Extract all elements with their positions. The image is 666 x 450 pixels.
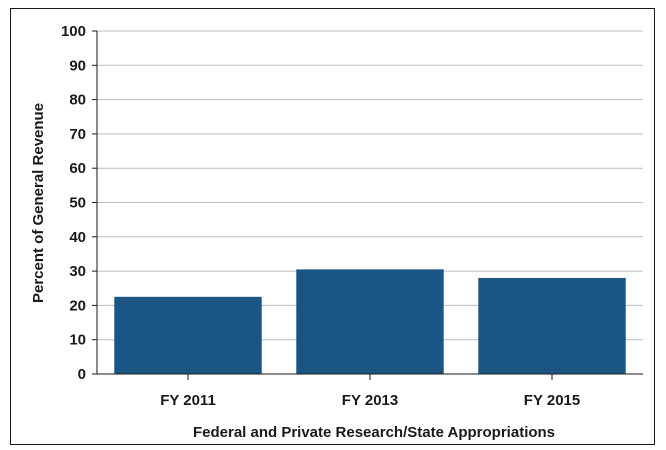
y-tick-label: 20 [69, 297, 86, 314]
y-tick-label: 80 [69, 92, 86, 109]
x-tick-labels: FY 2011 FY 2013 FY 2015 [160, 392, 580, 409]
x-tick-label: FY 2013 [342, 392, 398, 409]
y-tick-label: 40 [69, 229, 86, 246]
y-tick-label: 50 [69, 195, 86, 212]
y-tick-label: 60 [69, 160, 86, 177]
axes [92, 30, 643, 380]
y-tick-labels: 0 10 20 30 40 50 60 70 80 90 100 [61, 23, 86, 383]
bar [478, 277, 626, 374]
x-axis-title: Federal and Private Research/State Appro… [193, 424, 555, 441]
y-tick-label: 0 [78, 366, 86, 383]
y-tick-label: 70 [69, 126, 86, 143]
bar [114, 296, 262, 374]
y-tick-label: 100 [61, 23, 86, 40]
y-tick-label: 90 [69, 57, 86, 74]
bar [296, 269, 444, 374]
y-axis-title: Percent of General Revenue [30, 103, 47, 303]
y-tick-label: 30 [69, 263, 86, 280]
y-tick-label: 10 [69, 332, 86, 349]
bars [114, 269, 626, 374]
x-tick-label: FY 2015 [524, 392, 580, 409]
x-tick-label: FY 2011 [160, 392, 216, 409]
